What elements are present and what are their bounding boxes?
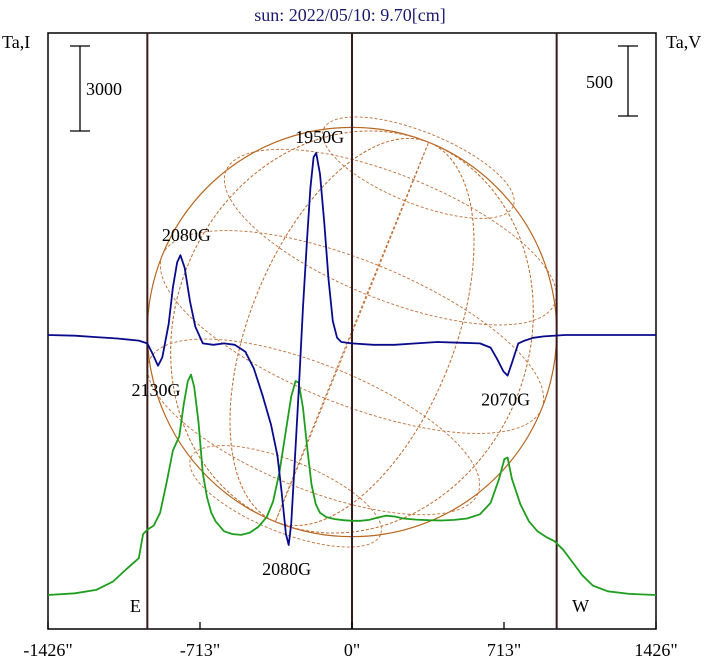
annotation-label: 1950G: [295, 127, 344, 147]
x-axis-ticks: -1426" -713" 0" 713" 1426": [23, 622, 678, 660]
x-tick-label: 0": [344, 640, 360, 660]
scale-bar-left-label: 3000: [86, 79, 122, 99]
annotation-label: 2130G: [132, 380, 181, 400]
annotations: 1950G 2080G 2130G 2080G 2070G: [132, 127, 531, 579]
annotation-label: 2080G: [162, 225, 211, 245]
scale-bar-right-label: 500: [586, 72, 613, 92]
limb-label: W: [572, 596, 589, 616]
series-line-V: [47, 152, 656, 546]
limb-label: E: [130, 596, 141, 616]
scale-bar-left: 3000: [70, 45, 122, 132]
annotation-label: 2080G: [262, 559, 311, 579]
x-tick-label: 713": [487, 640, 521, 660]
y-label-left: Ta,I: [2, 32, 30, 52]
annotation-label: 2070G: [481, 390, 530, 410]
series-group: [47, 152, 657, 596]
x-tick-label: -1426": [23, 640, 72, 660]
scale-bar-right: 500: [586, 45, 638, 117]
chart-title: sun: 2022/05/10: 9.70[cm]: [254, 5, 446, 25]
y-label-right: Ta,V: [666, 32, 701, 52]
series-line-I: [47, 373, 657, 596]
x-tick-label: 1426": [634, 640, 677, 660]
x-tick-label: -713": [180, 640, 220, 660]
